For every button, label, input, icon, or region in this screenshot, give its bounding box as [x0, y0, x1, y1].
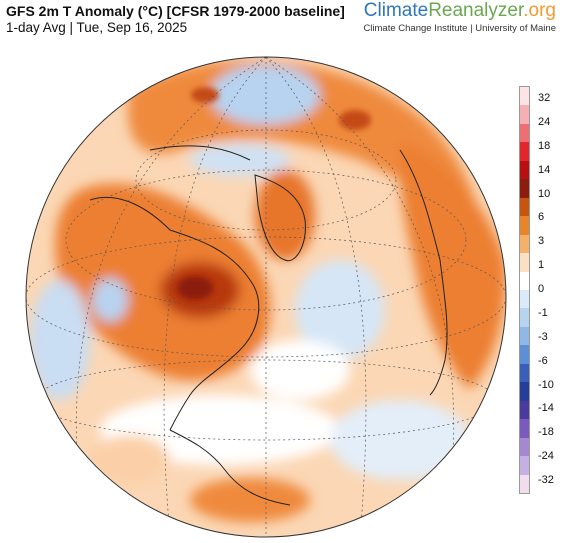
brand-name-climate: Climate [363, 0, 429, 21]
legend-swatch [520, 308, 529, 327]
legend-tick-label: 3 [538, 235, 545, 248]
legend-tick-label: 1 [538, 259, 545, 272]
hot-core-eastsiberia [191, 87, 219, 103]
legend-swatch [520, 289, 529, 309]
legend-tick-label: -32 [538, 474, 554, 486]
legend-tick-label: -10 [538, 378, 554, 391]
hot-core-siberia [339, 110, 371, 130]
legend-swatch [520, 456, 529, 475]
legend-swatch [520, 123, 529, 143]
brand-subtitle: Climate Change Institute | University of… [363, 23, 556, 34]
hot-core-hudson [177, 276, 213, 300]
globe-anomaly-field [26, 57, 506, 537]
cool-region-pacific [30, 280, 90, 400]
legend-tick-label: -6 [538, 354, 548, 367]
legend-tick-label: 14 [538, 163, 551, 176]
legend-swatch [520, 345, 529, 364]
legend-swatch [520, 382, 529, 401]
legend-tick-label: -1 [538, 306, 548, 319]
coastlines [89, 145, 448, 506]
legend-swatch [520, 437, 529, 457]
brand-logo[interactable]: ClimateReanalyzer.org Climate Change Ins… [363, 0, 556, 34]
legend-tick-label: 18 [538, 139, 551, 152]
legend-tick-label: -14 [538, 402, 554, 415]
legend-swatch [520, 179, 529, 198]
map-title: GFS 2m T Anomaly (°C) [CFSR 1979-2000 ba… [6, 3, 345, 19]
brand-name-reanalyzer: Reanalyzer [428, 0, 524, 21]
legend-swatch [520, 326, 529, 346]
legend-tick-label: 24 [538, 115, 551, 128]
brand-name: ClimateReanalyzer.org [363, 0, 556, 22]
legend-swatch [520, 400, 529, 420]
map-subtitle: 1-day Avg | Tue, Sep 16, 2025 [6, 20, 188, 35]
color-legend: 32 24 18 14 10 6 3 1 0 -1 -3 -6 -10 -14 -18 -24 -32 [518, 86, 562, 494]
warm-region-east-pacific [90, 435, 170, 485]
legend-tick-label: 6 [538, 211, 545, 224]
legend-swatch [520, 197, 529, 217]
cold-region-arctic [210, 65, 320, 125]
cold-region-polar [190, 144, 290, 176]
legend-swatch [520, 105, 529, 124]
globe-outline [25, 56, 507, 538]
legend-tick-label: 0 [538, 283, 545, 295]
legend-swatch [520, 216, 529, 235]
legend-colorbar [519, 86, 530, 494]
legend-swatch [520, 271, 529, 290]
cool-region-rockies [92, 278, 128, 322]
legend-swatch [520, 87, 529, 106]
warm-region-greenland [255, 170, 315, 260]
cool-region-africa [330, 400, 470, 480]
legend-swatch [520, 142, 529, 161]
neutral-region-atlantic [250, 340, 350, 400]
warm-region-eurasia [399, 140, 506, 390]
legend-swatch [520, 253, 529, 272]
legend-tick-label: 32 [538, 92, 551, 104]
cool-region-atlantic [295, 260, 385, 360]
legend-tick-label: -3 [538, 330, 548, 343]
legend-swatch [520, 160, 529, 180]
legend-tick-label: -18 [538, 426, 554, 439]
legend-swatch [520, 474, 529, 493]
legend-tick-label: 10 [538, 187, 551, 200]
legend-swatch [520, 363, 529, 383]
legend-swatch [520, 419, 529, 438]
legend-swatch [520, 234, 529, 254]
legend-tick-label: -24 [538, 450, 554, 463]
warm-region-south-america [190, 478, 310, 522]
brand-name-org: .org [523, 0, 556, 21]
